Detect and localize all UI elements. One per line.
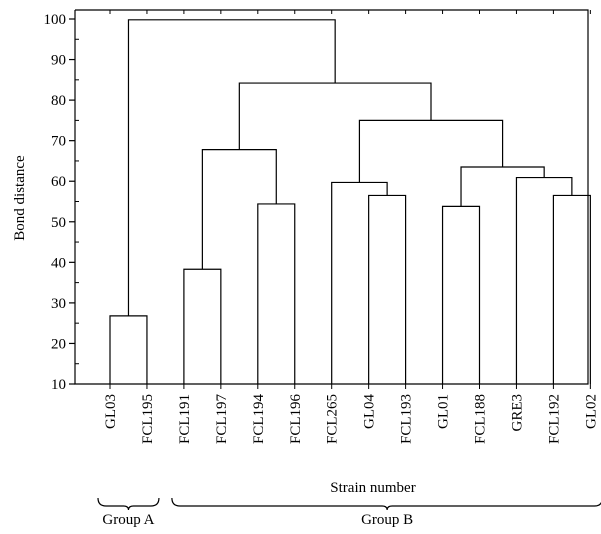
dendrogram-link (257, 203, 296, 384)
leaf-label: FCL194 (251, 394, 267, 445)
x-axis-title: Strain number (330, 480, 415, 496)
y-tick-label: 10 (51, 377, 66, 393)
leaf-label: FCL193 (399, 394, 415, 444)
leaf-label: FCL195 (140, 394, 156, 444)
y-tick-label: 30 (51, 296, 66, 312)
axes: 10 20 30 40 50 60 70 80 90 100 (44, 9, 591, 393)
leaf-label: FCL197 (214, 394, 230, 445)
leaf-label: FCL192 (546, 394, 562, 444)
dendrogram-link (460, 166, 545, 207)
dendrogram-link (441, 205, 481, 384)
dendrogram-link (331, 181, 388, 384)
dendrogram-link (368, 194, 407, 384)
leaf-label: FCL265 (325, 394, 341, 444)
dendrogram-link (201, 148, 277, 270)
y-tick-label: 70 (51, 134, 66, 150)
leaf-label: FCL188 (473, 394, 489, 444)
group-bracket (97, 497, 160, 511)
y-tick-label: 40 (51, 255, 66, 271)
dendrogram-link (238, 82, 432, 150)
leaf-label: GRE3 (509, 394, 525, 432)
leaf-label: GL02 (583, 394, 599, 429)
y-tick-label: 80 (51, 93, 66, 109)
dendrogram-link (515, 176, 573, 384)
plot-frame (74, 9, 589, 385)
dendrogram-links (109, 19, 591, 384)
y-tick-label: 20 (51, 336, 66, 352)
y-tick-label: 50 (51, 215, 66, 231)
leaf-labels: GL03 FCL195 FCL191 FCL197 FCL194 FCL196 FCL265… (103, 394, 599, 445)
leaf-label: FCL191 (177, 394, 193, 444)
group-label: Group A (102, 512, 154, 528)
dendrogram-link (127, 19, 336, 316)
group-label: Group B (361, 512, 413, 528)
leaf-label: GL01 (436, 394, 452, 429)
dendrogram-link (552, 194, 591, 384)
dendrogram-link (358, 119, 504, 183)
y-tick-label: 60 (51, 174, 66, 190)
group-brackets: Group A Group B (97, 497, 601, 528)
dendrogram-link (109, 315, 148, 384)
leaf-label: GL03 (103, 394, 119, 429)
group-bracket (171, 497, 601, 511)
dendrogram-link (183, 268, 222, 384)
leaf-label: FCL196 (288, 394, 304, 445)
y-tick-label: 90 (51, 53, 66, 69)
y-axis-title: Bond distance (12, 155, 28, 241)
leaf-label: GL04 (362, 394, 378, 429)
y-tick-label: 100 (44, 12, 67, 28)
